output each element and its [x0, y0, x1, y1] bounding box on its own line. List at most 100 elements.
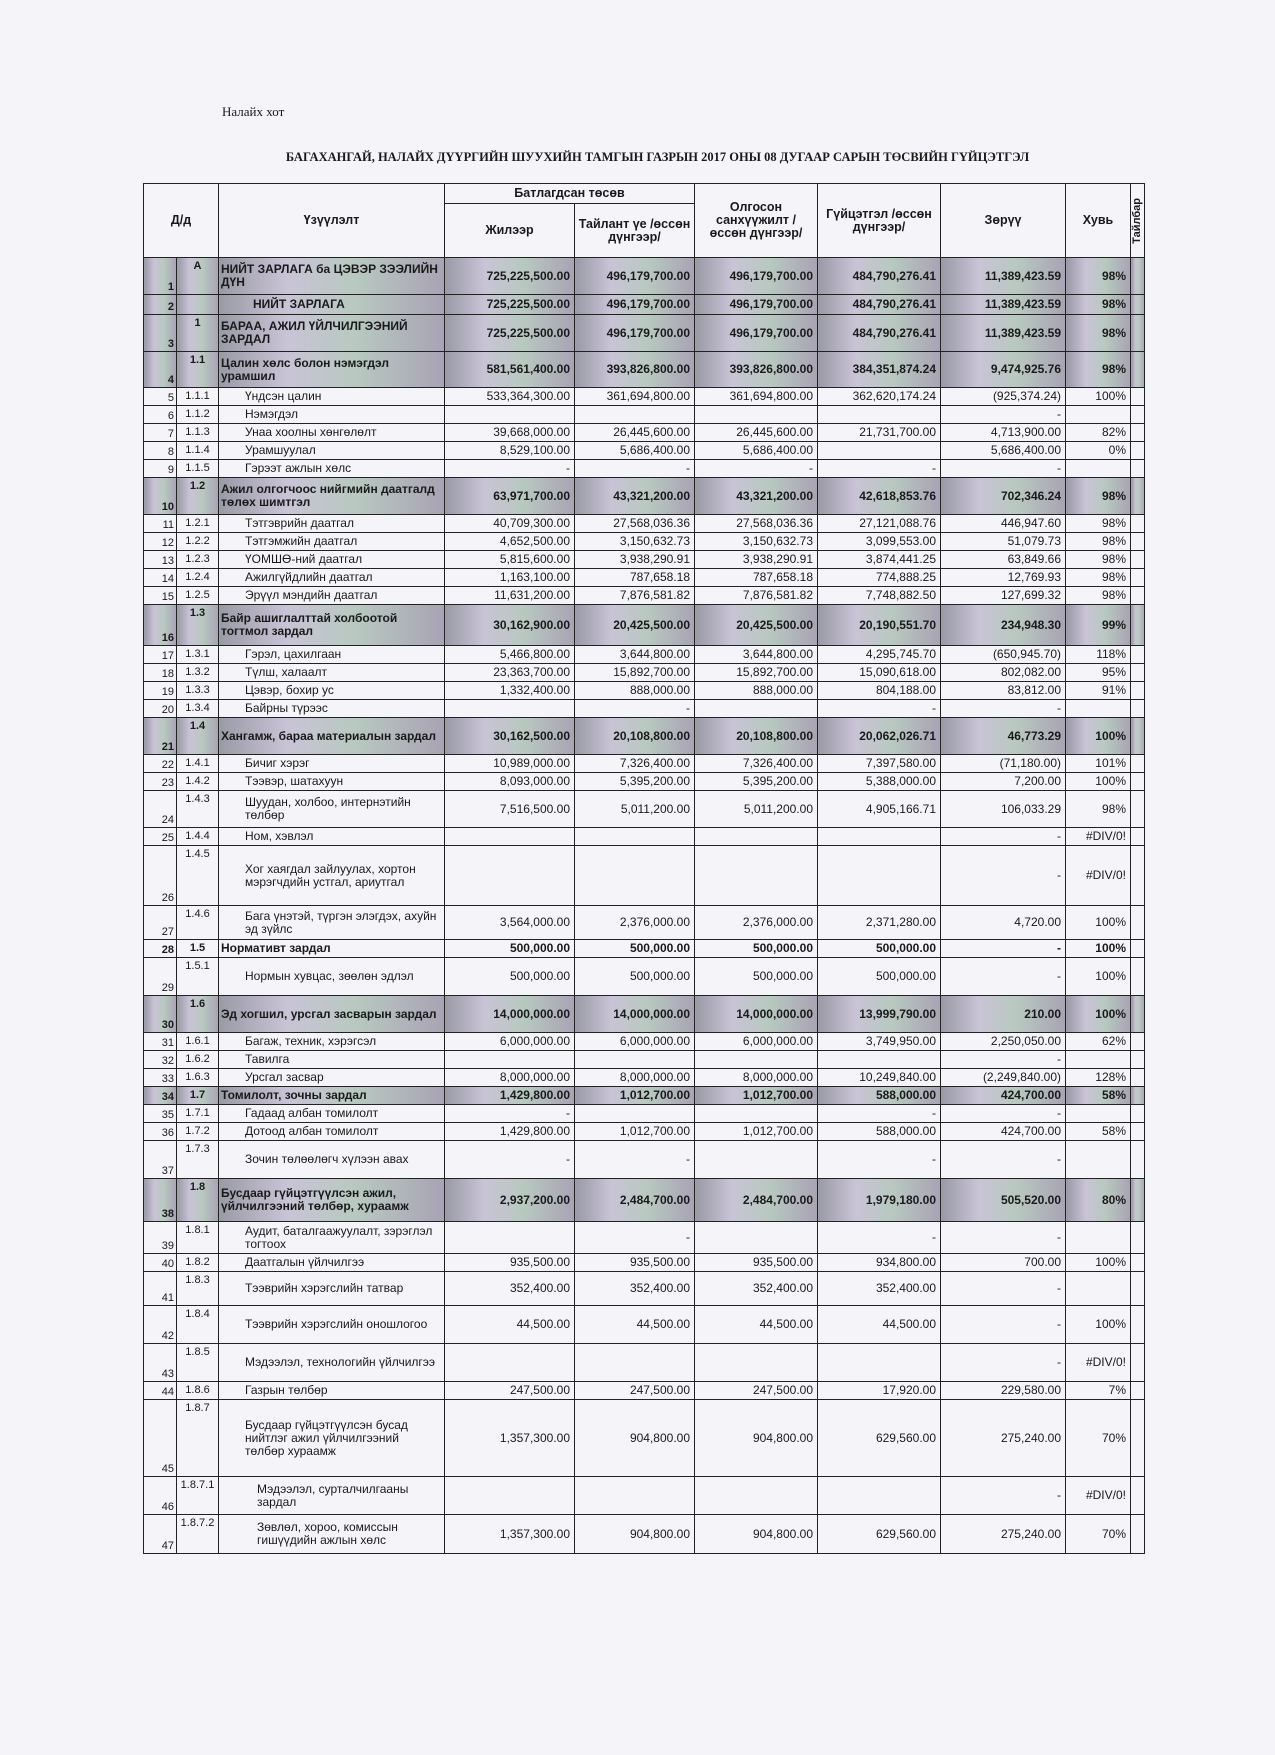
table-row: 34 1.7 Томилолт, зочны зардал 1,429,800.00 1… [143, 1086, 1145, 1105]
difference: 5,686,400.00 [940, 441, 1066, 460]
percent [1065, 699, 1131, 718]
percent [1065, 459, 1131, 478]
difference: 4,720.00 [940, 905, 1066, 940]
executed: 7,748,882.50 [817, 586, 941, 605]
indicator: Бичиг хэрэг [218, 754, 445, 773]
percent [1065, 405, 1131, 424]
note-cell [1130, 423, 1145, 442]
code: 1.4.4 [176, 827, 219, 846]
table-row: 43 1.8.5 Мэдээлэл, технологийн үйлчилгээ - #… [143, 1343, 1145, 1382]
financed: 2,376,000.00 [694, 905, 818, 940]
col-note: Тайлбар [1131, 197, 1144, 244]
indicator: Тавилга [218, 1050, 445, 1069]
code: 1.6.3 [176, 1068, 219, 1087]
indicator: Нормативт зардал [218, 939, 445, 958]
row-number: 26 [143, 845, 177, 906]
financed: 15,892,700.00 [694, 663, 818, 682]
period: - [574, 1221, 695, 1254]
annual: 4,652,500.00 [444, 532, 575, 551]
period: 500,000.00 [574, 939, 695, 958]
table-row: 30 1.6 Эд хогшил, урсгал засварын зардал 14… [143, 995, 1145, 1033]
row-number: 5 [143, 387, 177, 406]
note-cell [1130, 1399, 1145, 1477]
note-cell [1130, 905, 1145, 940]
table-row: 12 1.2.2 Тэтгэмжийн даатгал 4,652,500.00 3,1… [143, 532, 1145, 551]
percent: 100% [1065, 772, 1131, 791]
period: 500,000.00 [574, 957, 695, 996]
table-row: 38 1.8 Бусдаар гүйцэтгүүлсэн ажил, үйлчилг… [143, 1178, 1145, 1222]
note-cell [1130, 1305, 1145, 1344]
indicator: Тэтгэмжийн даатгал [218, 532, 445, 551]
indicator: Байр ашиглалттай холбоотой тогтмол зарда… [218, 604, 445, 646]
difference: 63,849.66 [940, 550, 1066, 569]
code: А [176, 257, 219, 295]
annual: 725,225,500.00 [444, 257, 575, 295]
indicator: Хог хаягдал зайлуулах, хортон мэрэгчдийн… [218, 845, 445, 906]
note-cell [1130, 681, 1145, 700]
code: 1.6 [176, 995, 219, 1033]
percent: 70% [1065, 1514, 1131, 1554]
financed: 935,500.00 [694, 1253, 818, 1272]
row-number: 3 [143, 314, 177, 352]
table-row: 2 НИЙТ ЗАРЛАГА 725,225,500.00 496,179,700.0… [143, 294, 1145, 315]
period [574, 405, 695, 424]
executed: 20,190,551.70 [817, 604, 941, 646]
period: 361,694,800.00 [574, 387, 695, 406]
period [574, 1343, 695, 1382]
annual [444, 699, 575, 718]
row-number: 34 [143, 1086, 177, 1105]
note-cell [1130, 1178, 1145, 1222]
code: 1.5.1 [176, 957, 219, 996]
period [574, 1104, 695, 1123]
code: 1.2.2 [176, 532, 219, 551]
percent [1065, 1104, 1131, 1123]
note-cell [1130, 939, 1145, 958]
period: 3,150,632.73 [574, 532, 695, 551]
period: 2,376,000.00 [574, 905, 695, 940]
executed: 3,099,553.00 [817, 532, 941, 551]
note-cell [1130, 827, 1145, 846]
annual: 30,162,500.00 [444, 717, 575, 755]
annual: 1,332,400.00 [444, 681, 575, 700]
period: 7,876,581.82 [574, 586, 695, 605]
executed: 804,188.00 [817, 681, 941, 700]
indicator: Гадаад албан томилолт [218, 1104, 445, 1123]
code: 1.1.3 [176, 423, 219, 442]
period: 496,179,700.00 [574, 257, 695, 295]
note-cell [1130, 1514, 1145, 1554]
period: 1,012,700.00 [574, 1086, 695, 1105]
period [574, 1050, 695, 1069]
difference: - [940, 1104, 1066, 1123]
row-number: 6 [143, 405, 177, 424]
percent: 100% [1065, 905, 1131, 940]
table-row: 23 1.4.2 Тээвэр, шатахуун 8,093,000.00 5,395… [143, 772, 1145, 791]
note-cell [1130, 314, 1145, 352]
percent: 91% [1065, 681, 1131, 700]
col-no: Д/д [143, 183, 219, 258]
executed: 5,388,000.00 [817, 772, 941, 791]
executed [817, 1476, 941, 1515]
percent: 99% [1065, 604, 1131, 646]
difference: 51,079.73 [940, 532, 1066, 551]
code: 1.4.2 [176, 772, 219, 791]
executed: 44,500.00 [817, 1305, 941, 1344]
note-cell [1130, 1221, 1145, 1254]
indicator: ҮОМШӨ-ний даатгал [218, 550, 445, 569]
col-period: Тайлант үе /өссөн дүнгээр/ [574, 203, 695, 258]
difference: - [940, 405, 1066, 424]
note-cell [1130, 1032, 1145, 1051]
annual: 1,357,300.00 [444, 1514, 575, 1554]
row-number: 4 [143, 351, 177, 388]
indicator: Аудит, баталгаажуулалт, зэрэглэл тогтоох [218, 1221, 445, 1254]
table-row: 47 1.8.7.2 Зөвлөл, хороо, комиссын гишүүди… [143, 1514, 1145, 1554]
difference: 11,389,423.59 [940, 294, 1066, 315]
code: 1 [176, 314, 219, 352]
code: 1.8.7 [176, 1399, 219, 1477]
percent: 100% [1065, 957, 1131, 996]
percent: 98% [1065, 514, 1131, 533]
code: 1.8.3 [176, 1271, 219, 1306]
code: 1.7.3 [176, 1140, 219, 1179]
percent: #DIV/0! [1065, 845, 1131, 906]
annual: 3,564,000.00 [444, 905, 575, 940]
code: 1.8.5 [176, 1343, 219, 1382]
